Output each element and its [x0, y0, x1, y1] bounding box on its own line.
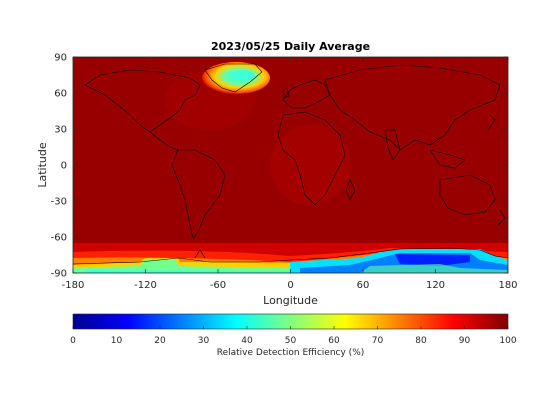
- x-tick-label: -60: [210, 280, 226, 291]
- y-tick-label: 60: [54, 89, 67, 100]
- y-tick-label: 30: [54, 125, 67, 136]
- colorbar-tick-label: 70: [372, 336, 384, 346]
- y-axis-label: Latitude: [36, 142, 49, 188]
- colorbar-tick-label: 10: [111, 336, 123, 346]
- x-tick-label: -180: [62, 280, 85, 291]
- y-tick-label: 90: [54, 53, 67, 64]
- x-tick-label: 0: [287, 280, 293, 291]
- colorbar-tick-label: 80: [415, 336, 427, 346]
- x-tick-label: 120: [426, 280, 445, 291]
- x-axis-label: Longitude: [263, 294, 318, 307]
- heatmap-field: [73, 57, 508, 273]
- colorbar-tick-label: 60: [328, 336, 340, 346]
- coastlines: [73, 63, 508, 265]
- colorbar-tick-label: 40: [241, 336, 253, 346]
- y-tick-label: -90: [51, 269, 67, 280]
- x-tick-label: 180: [498, 280, 517, 291]
- colorbar-tick-label: 30: [198, 336, 210, 346]
- y-tick-label: -30: [51, 197, 67, 208]
- y-axis-ticks: 90 60 30 0 -30 -60 -90: [51, 53, 508, 280]
- x-tick-label: 60: [357, 280, 370, 291]
- colorbar-tick-label: 20: [154, 336, 166, 346]
- map-title: 2023/05/25 Daily Average: [210, 40, 371, 53]
- colorbar-tick-label: 90: [459, 336, 471, 346]
- colorbar-label: Relative Detection Efficiency (%): [216, 348, 365, 358]
- colorbar-tick-label: 50: [285, 336, 297, 346]
- y-tick-label: 0: [61, 161, 67, 172]
- x-axis-ticks: -180 -120 -60 0 60 120 180: [62, 57, 518, 291]
- colorbar-tick-label: 100: [499, 336, 516, 346]
- y-tick-label: -60: [51, 233, 67, 244]
- x-tick-label: -120: [134, 280, 157, 291]
- colorbar-tick-label: 0: [70, 336, 76, 346]
- colorbar-ticks: 0 10 20 30 40 50 60 70 80 90 100: [70, 326, 517, 346]
- colorbar: [73, 314, 508, 329]
